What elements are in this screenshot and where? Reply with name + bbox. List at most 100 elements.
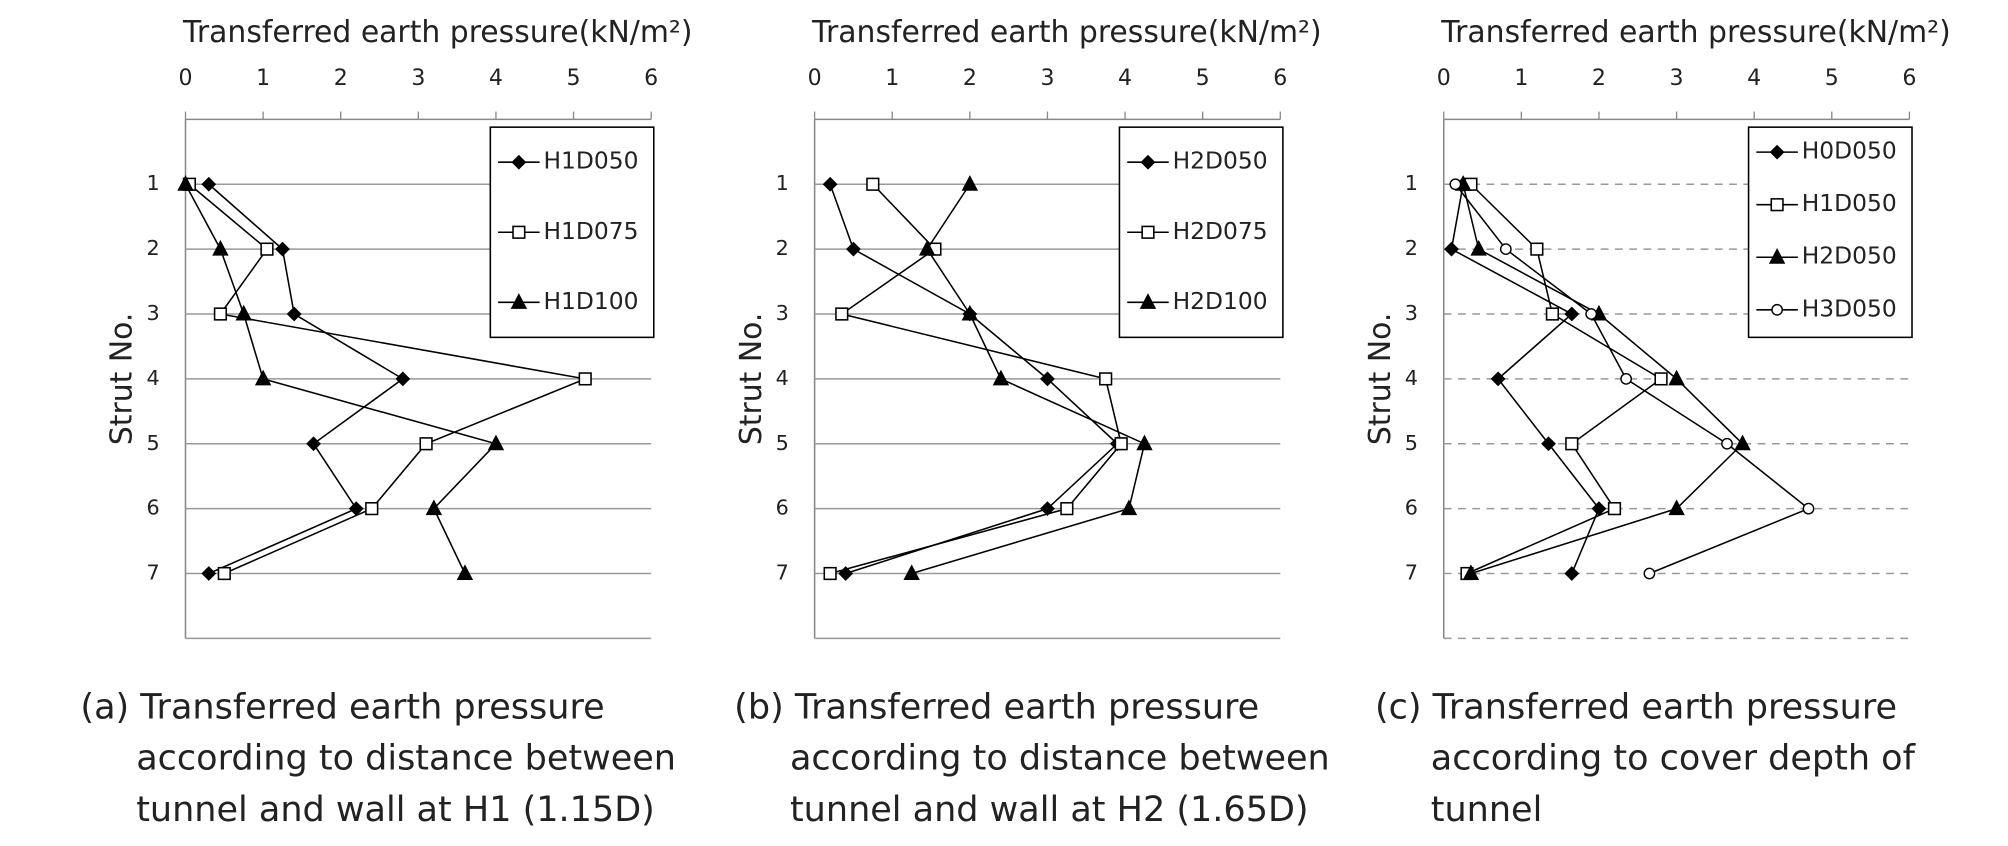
chart-title: Transferred earth pressure(kN/m²) (182, 15, 692, 50)
marker (419, 437, 433, 451)
y-tick-label: 6 (146, 496, 159, 520)
y-tick-label: 3 (776, 301, 789, 325)
x-tick-label: 6 (1273, 66, 1287, 91)
caption: tunnel and wall at H1 (1.15D) (136, 789, 655, 830)
y-tick-label: 4 (146, 366, 159, 390)
marker (1490, 371, 1506, 387)
marker (365, 502, 379, 516)
marker (286, 306, 302, 322)
marker (1620, 372, 1633, 385)
marker (1654, 372, 1668, 386)
legend-box (1747, 126, 1913, 339)
legend-marker (1771, 303, 1784, 316)
marker (212, 239, 229, 256)
x-tick-label: 4 (489, 66, 503, 91)
x-tick-label: 5 (567, 66, 581, 91)
marker (1564, 306, 1580, 322)
y-tick-label: 5 (1405, 431, 1418, 455)
x-tick-label: 0 (178, 66, 192, 91)
marker (1802, 502, 1815, 515)
legend-marker (510, 293, 528, 309)
caption: (b) Transferred earth pressure (734, 686, 1259, 727)
x-tick-label: 6 (1902, 66, 1916, 91)
x-tick-label: 1 (1514, 66, 1528, 91)
y-tick-label: 3 (1405, 301, 1418, 325)
marker (1565, 437, 1579, 451)
marker (1120, 499, 1138, 516)
legend-marker (512, 225, 526, 239)
marker (1668, 369, 1685, 386)
marker (846, 241, 861, 257)
marker (260, 242, 274, 256)
x-tick-label: 3 (1040, 66, 1054, 91)
y-tick-label: 4 (776, 366, 789, 390)
marker (1564, 566, 1580, 581)
legend-marker (511, 154, 527, 170)
legend-label: H2D050 (1173, 147, 1268, 175)
legend-label: H1D075 (544, 217, 639, 245)
marker (1136, 434, 1153, 451)
y-tick-label: 4 (1405, 366, 1418, 390)
marker (201, 176, 217, 192)
x-tick-label: 3 (411, 66, 425, 91)
marker (961, 175, 979, 191)
marker (306, 436, 321, 452)
caption: tunnel and wall at H2 (1.65D) (790, 789, 1309, 830)
y-tick-label: 1 (776, 171, 789, 195)
marker (1060, 502, 1074, 516)
marker (1040, 371, 1055, 387)
y-tick-label: 5 (776, 431, 789, 455)
y-axis-label: Strut No. (105, 313, 140, 446)
marker (1470, 239, 1487, 256)
y-tick-label: 6 (776, 496, 789, 520)
caption: tunnel (1431, 789, 1543, 830)
legend-marker (1139, 293, 1157, 309)
x-tick-label: 4 (1747, 66, 1761, 91)
marker (213, 307, 228, 321)
chart-title: Transferred earth pressure(kN/m²) (811, 15, 1321, 50)
marker (456, 564, 474, 581)
caption: (a) Transferred earth pressure (80, 686, 604, 727)
legend-marker (1770, 198, 1784, 212)
y-tick-label: 1 (1405, 171, 1418, 195)
marker (1099, 372, 1113, 386)
marker (961, 304, 979, 321)
caption: (c) Transferred earth pressure (1375, 686, 1897, 727)
marker (217, 566, 231, 581)
y-tick-label: 7 (776, 561, 789, 585)
marker (992, 369, 1010, 386)
marker (1114, 437, 1128, 451)
legend-label: H1D050 (544, 147, 639, 175)
legend-marker (1769, 144, 1785, 160)
marker (903, 564, 920, 581)
x-tick-label: 0 (1437, 66, 1451, 91)
legend-label: H3D050 (1802, 294, 1897, 322)
legend-label: H2D075 (1173, 217, 1268, 245)
marker (1462, 564, 1480, 581)
marker (1668, 499, 1685, 516)
legend-marker (1140, 154, 1156, 170)
x-tick-label: 2 (963, 66, 977, 91)
marker (487, 434, 505, 451)
marker (823, 566, 837, 581)
legend-marker (1768, 248, 1786, 264)
marker (1040, 501, 1055, 517)
marker (1449, 178, 1462, 191)
marker (201, 566, 217, 581)
marker (177, 175, 194, 191)
legend-label: H1D050 (1802, 189, 1897, 217)
legend-marker (1141, 225, 1155, 239)
marker (1607, 502, 1622, 516)
marker (866, 177, 880, 191)
marker (275, 241, 290, 257)
marker (835, 307, 849, 321)
x-tick-label: 2 (1592, 66, 1606, 91)
x-tick-label: 5 (1825, 66, 1839, 91)
caption: according to cover depth of (1431, 738, 1916, 779)
y-tick-label: 2 (146, 236, 159, 260)
marker (1734, 434, 1751, 451)
marker (1530, 242, 1544, 256)
y-tick-label: 6 (1405, 496, 1418, 520)
